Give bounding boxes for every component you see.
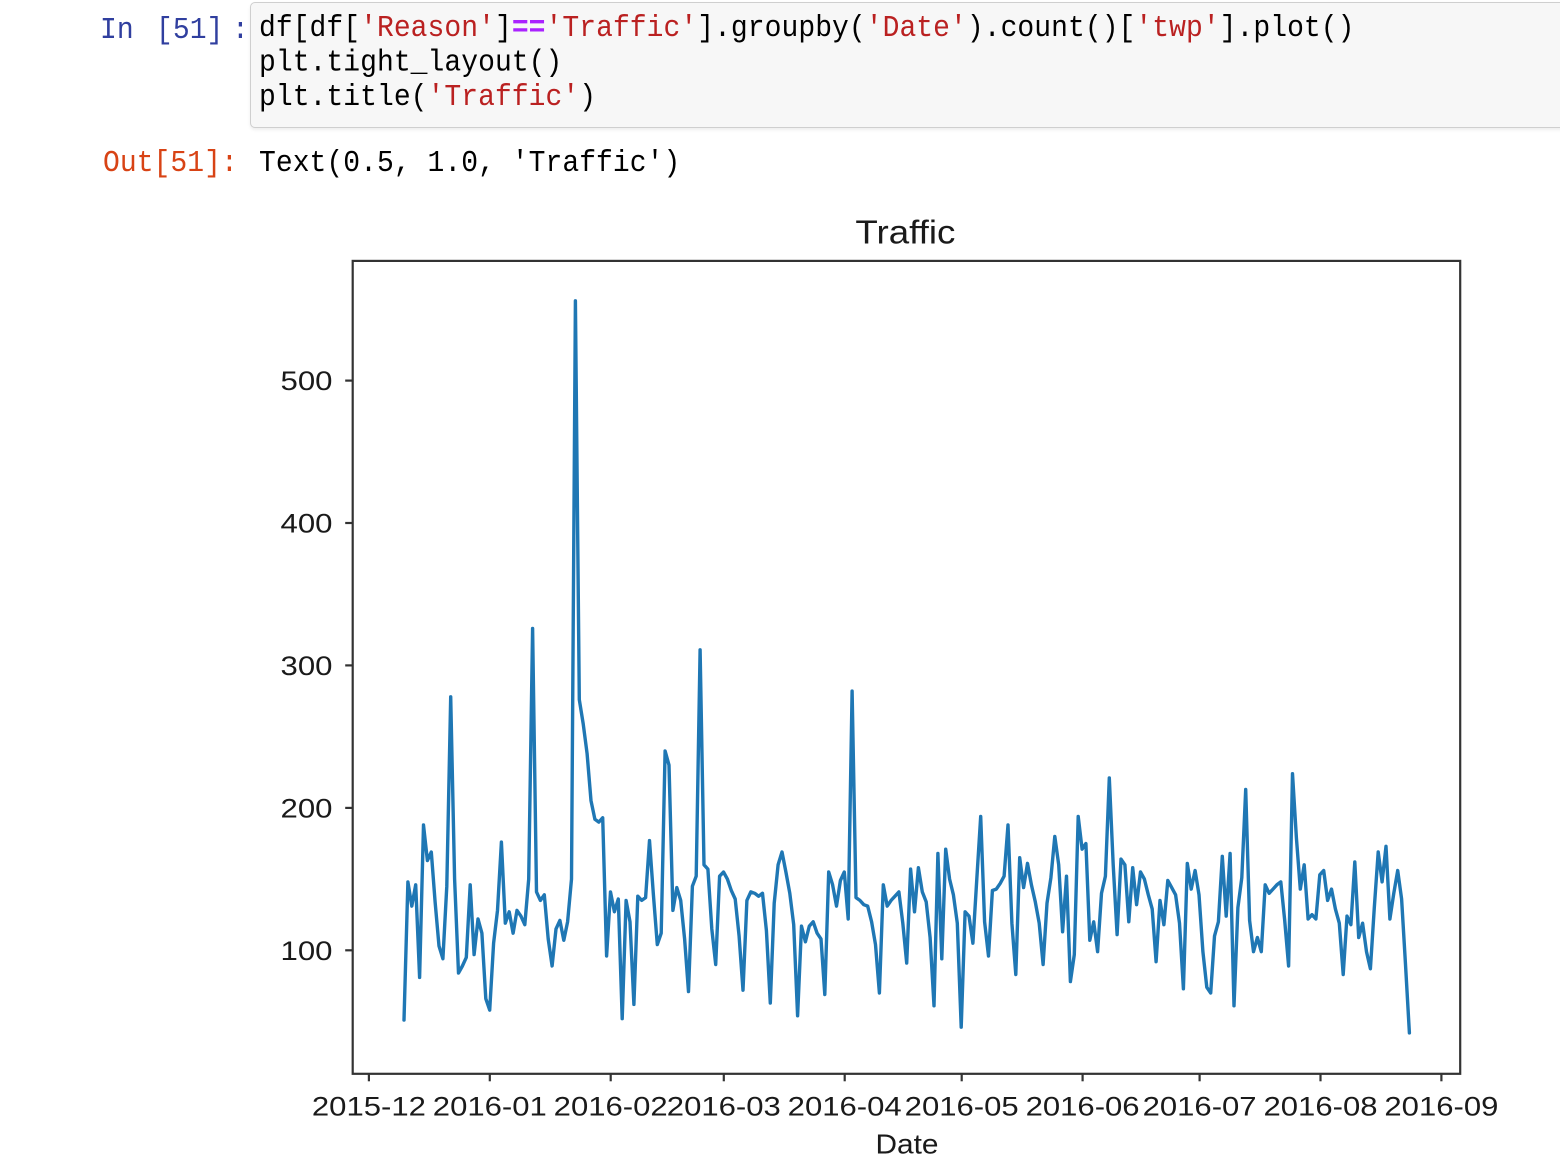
svg-text:2016-01: 2016-01 <box>433 1092 547 1122</box>
svg-text:200: 200 <box>281 793 333 823</box>
svg-text:Date: Date <box>876 1129 939 1160</box>
svg-text:2016-07: 2016-07 <box>1143 1092 1257 1122</box>
svg-text:2016-02: 2016-02 <box>554 1092 668 1122</box>
svg-text:500: 500 <box>281 366 333 396</box>
svg-text:300: 300 <box>281 651 333 681</box>
svg-text:2016-06: 2016-06 <box>1026 1092 1140 1122</box>
svg-text:2016-04: 2016-04 <box>788 1092 902 1122</box>
svg-text:2016-05: 2016-05 <box>905 1092 1019 1122</box>
svg-text:400: 400 <box>281 509 333 539</box>
svg-text:Traffic: Traffic <box>855 214 955 251</box>
svg-text:2016-09: 2016-09 <box>1384 1092 1498 1122</box>
svg-text:2016-08: 2016-08 <box>1264 1092 1378 1122</box>
svg-text:100: 100 <box>281 936 333 966</box>
svg-text:2015-12: 2015-12 <box>312 1092 426 1122</box>
svg-text:2016-03: 2016-03 <box>667 1092 781 1122</box>
